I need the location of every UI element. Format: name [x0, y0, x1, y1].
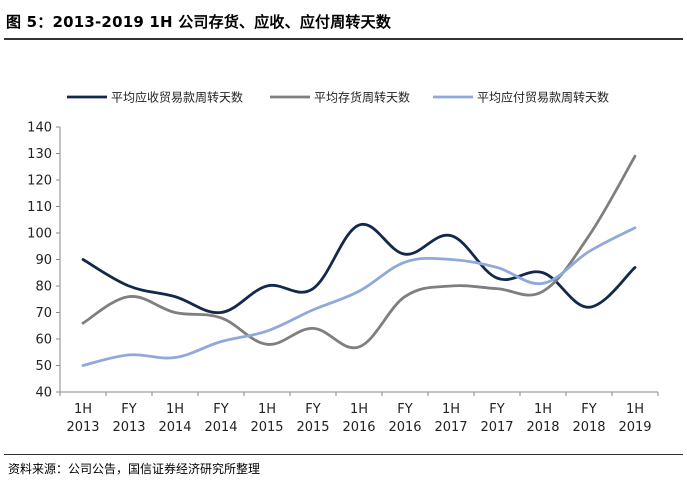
x-tick-label-period: 1H — [442, 402, 460, 417]
x-tick-label-period: 1H — [258, 402, 276, 417]
x-tick-label-year: 2013 — [66, 420, 99, 435]
y-tick-label: 60 — [35, 333, 52, 348]
x-tick-label-period: FY — [121, 402, 136, 417]
y-tick-label: 50 — [35, 359, 52, 374]
y-tick-label: 120 — [27, 174, 52, 189]
legend-inventory-days-label: 平均存货周转天数 — [314, 90, 410, 105]
x-tick-label-year: 2016 — [388, 420, 421, 435]
source-note: 资料来源：公司公告，国信证券经济研究所整理 — [8, 462, 261, 476]
y-tick-label: 100 — [27, 227, 52, 242]
legend-receivable-days-label: 平均应收贸易款周转天数 — [111, 90, 243, 105]
x-tick-label-period: FY — [213, 402, 228, 417]
legend-payable-days-label: 平均应付贸易款周转天数 — [477, 90, 609, 105]
x-tick-label-year: 2018 — [526, 420, 559, 435]
x-tick-label-period: 1H — [166, 402, 184, 417]
y-tick-label: 40 — [35, 386, 52, 401]
x-tick-label-year: 2016 — [342, 420, 375, 435]
x-tick-label-year: 2017 — [434, 420, 467, 435]
x-tick-label-year: 2015 — [296, 420, 329, 435]
title-bar: 图 5：2013-2019 1H 公司存货、应收、应付周转天数 — [0, 0, 687, 40]
y-tick-label: 90 — [35, 253, 52, 268]
x-tick-label-period: FY — [581, 402, 596, 417]
series-line-inventory-days — [81, 154, 637, 350]
x-tick-label-year: 2013 — [112, 420, 145, 435]
x-tick-label-year: 2019 — [618, 420, 651, 435]
x-tick-label-period: 1H — [74, 402, 92, 417]
x-tick-label-year: 2018 — [572, 420, 605, 435]
series-line-payable-days — [81, 226, 637, 367]
y-tick-label: 110 — [27, 200, 52, 215]
y-tick-label: 130 — [27, 147, 52, 162]
x-tick-label-period: 1H — [534, 402, 552, 417]
x-tick-label-year: 2015 — [250, 420, 283, 435]
y-tick-label: 140 — [27, 121, 52, 136]
x-tick-label-period: FY — [397, 402, 412, 417]
x-tick-label-year: 2014 — [158, 420, 191, 435]
series-line-receivable-days — [81, 222, 637, 314]
chart-title: 图 5：2013-2019 1H 公司存货、应收、应付周转天数 — [6, 13, 392, 31]
source-divider — [4, 454, 683, 455]
x-tick-label-period: FY — [305, 402, 320, 417]
y-tick-label: 80 — [35, 280, 52, 295]
x-tick-label-year: 2017 — [480, 420, 513, 435]
title-divider — [4, 38, 683, 40]
y-tick-label: 70 — [35, 306, 52, 321]
x-tick-label-period: 1H — [626, 402, 644, 417]
x-tick-label-period: FY — [489, 402, 504, 417]
line-chart: 40 50 60 70 80 90 100 110 120 130 140 1H 2013 FY 2013 1… — [27, 90, 659, 435]
x-tick-label-period: 1H — [350, 402, 368, 417]
x-tick-label-year: 2014 — [204, 420, 237, 435]
